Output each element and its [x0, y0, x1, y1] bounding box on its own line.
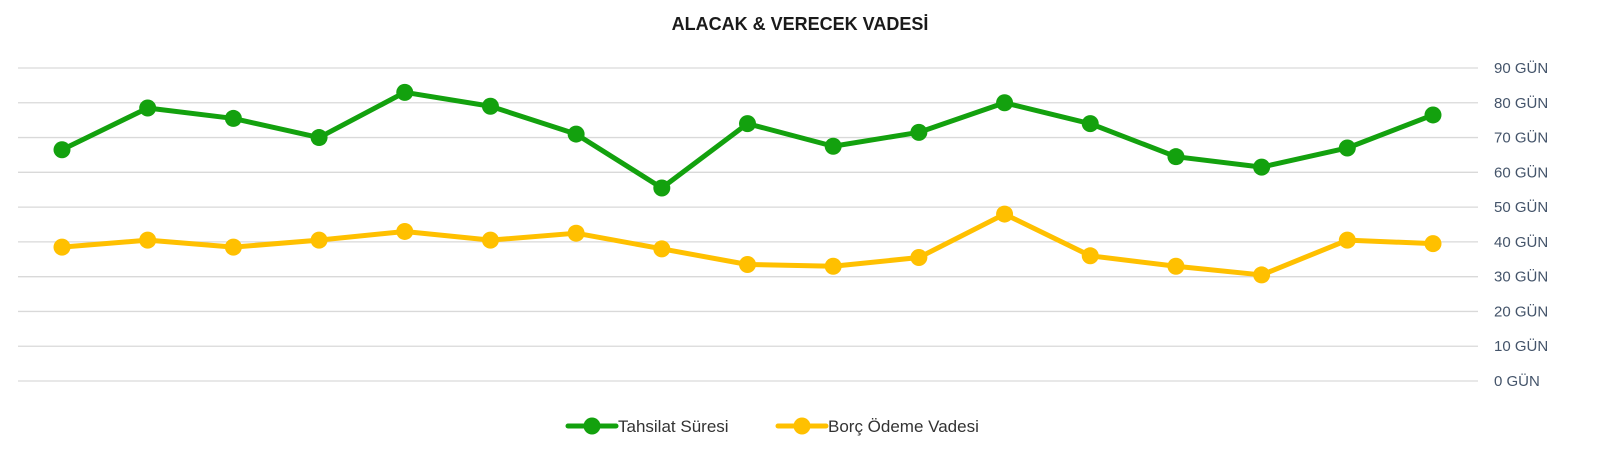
data-point — [481, 97, 499, 115]
data-point — [567, 125, 585, 143]
data-point — [824, 137, 842, 155]
data-point — [224, 238, 242, 256]
y-tick-label: 30 GÜN — [1494, 268, 1548, 286]
data-point — [310, 129, 328, 147]
y-tick-label: 20 GÜN — [1494, 302, 1548, 320]
legend-marker — [793, 417, 811, 435]
y-tick-label: 90 GÜN — [1494, 59, 1548, 77]
data-point — [739, 115, 756, 133]
series-line-1 — [59, 89, 1436, 191]
data-point — [653, 179, 671, 197]
data-point — [824, 257, 842, 275]
data-point — [567, 224, 585, 242]
legend-marker — [583, 417, 601, 435]
data-point — [310, 231, 328, 249]
data-point — [1253, 158, 1271, 176]
data-point — [910, 123, 928, 141]
y-tick-label: 0 GÜN — [1494, 372, 1540, 390]
chart-title: ALACAK & VERECEK VADESİ — [671, 14, 929, 34]
data-point — [1167, 257, 1185, 275]
legend-label: Borç Ödeme Vadesi — [828, 417, 979, 436]
data-point — [139, 99, 157, 117]
y-tick-label: 60 GÜN — [1494, 163, 1548, 181]
data-point — [396, 222, 414, 240]
data-point — [481, 231, 499, 249]
y-tick-label: 10 GÜN — [1494, 337, 1548, 355]
data-point — [910, 249, 928, 267]
y-tick-label: 40 GÜN — [1494, 233, 1548, 251]
y-tick-label: 80 GÜN — [1494, 94, 1548, 112]
data-point — [996, 205, 1014, 223]
data-point — [1167, 148, 1185, 166]
data-point — [653, 240, 671, 258]
data-point — [1424, 235, 1442, 253]
data-point — [739, 255, 756, 273]
data-point — [1338, 231, 1356, 249]
data-point — [1424, 106, 1442, 124]
data-point — [1338, 139, 1356, 157]
y-tick-label: 70 GÜN — [1494, 129, 1548, 147]
y-tick-label: 50 GÜN — [1494, 198, 1548, 216]
data-point — [53, 238, 71, 256]
data-point — [224, 109, 242, 127]
data-point — [1253, 266, 1271, 284]
data-point — [396, 83, 414, 101]
data-point — [1081, 115, 1099, 133]
data-point — [996, 94, 1014, 112]
data-point — [53, 141, 71, 159]
legend-label: Tahsilat Süresi — [618, 417, 729, 436]
data-point — [1081, 247, 1099, 265]
data-point — [139, 231, 157, 249]
